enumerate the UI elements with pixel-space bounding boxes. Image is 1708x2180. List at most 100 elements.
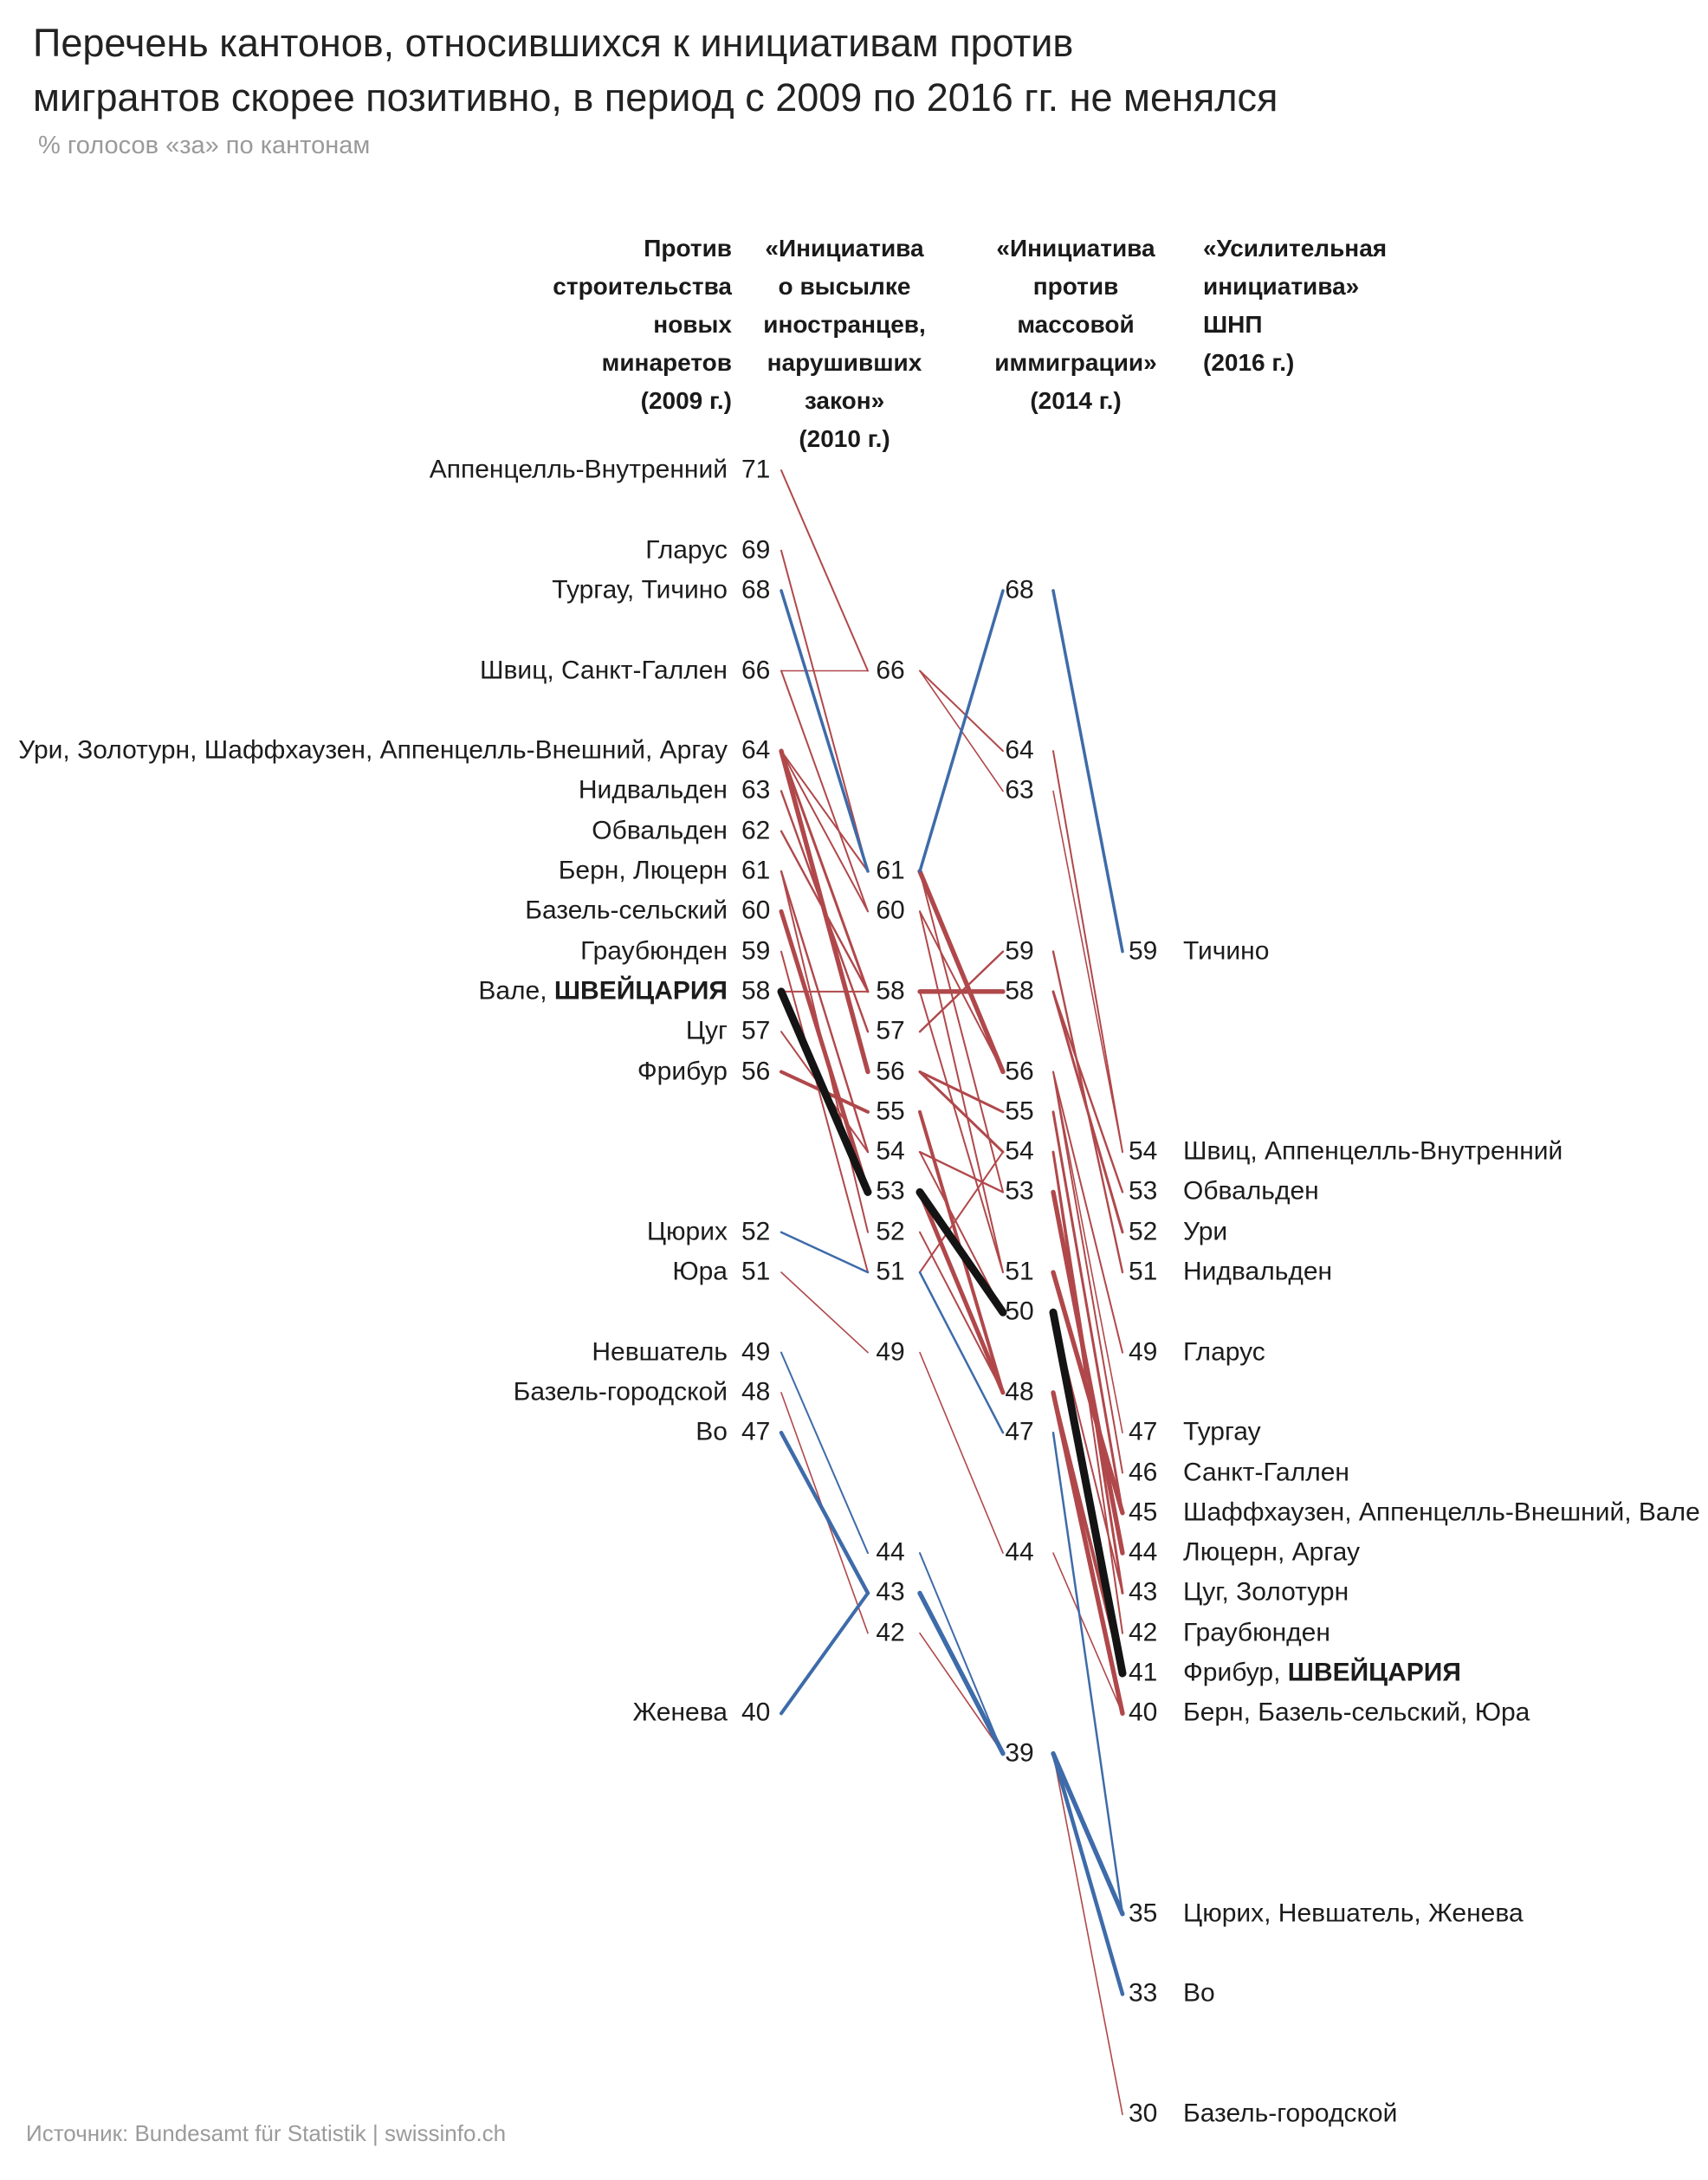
- slope-line-Берн-seg2: [919, 1231, 1004, 1394]
- slope-line-Ури-seg1: [780, 749, 870, 993]
- slope-line-Гларус-seg3: [1052, 1071, 1123, 1354]
- left-row-value-60: 60: [741, 896, 771, 925]
- chart-title-line2: мигрантов скорее позитивно, в период с 2…: [33, 75, 1278, 120]
- left-row-value-71: 71: [741, 455, 771, 484]
- slope-line-Аппенцелль-Внешний-seg1: [779, 748, 870, 1075]
- column-header-line: (2016 г.): [1203, 349, 1295, 376]
- slope-line-Невшатель-seg2: [919, 1552, 1004, 1755]
- left-row-value-64: 64: [741, 735, 771, 765]
- slope-line-Нидвальден-seg2: [918, 950, 1005, 1033]
- slope-line-Цуг-seg1: [780, 1031, 869, 1154]
- mid-value-2010-49: 49: [876, 1336, 905, 1366]
- column-header-c2009: Против строительства новых минаретов (2009 г…: [553, 230, 732, 420]
- slope-line-Нидвальден-seg3: [1051, 950, 1124, 1274]
- mid-value-2014-51: 51: [1005, 1257, 1034, 1286]
- slope-line-Тургау-seg2: [917, 869, 1006, 1075]
- left-row-label-66: Швиц, Санкт-Галлен: [480, 655, 728, 684]
- slope-line-Берн-seg3: [1051, 1390, 1125, 1716]
- mid-value-2010-60: 60: [876, 896, 905, 925]
- slope-line-Аппенцелль-Внутренний-seg3: [1052, 750, 1123, 1154]
- slope-line-Ури-seg3: [1051, 990, 1124, 1234]
- left-row-value-59: 59: [741, 935, 771, 965]
- slope-line-Обвальден-seg3: [1051, 990, 1124, 1194]
- slope-line-ШВЕЙЦАРИЯ-seg3: [1049, 1308, 1127, 1678]
- slope-line-Шаффхаузен-seg2: [919, 910, 1004, 1273]
- right-row-value-47: 47: [1129, 1417, 1158, 1446]
- right-row-label-46: Санкт-Галлен: [1183, 1457, 1349, 1486]
- column-header-line: нарушивших: [767, 349, 922, 376]
- slope-line-Женева-seg2: [917, 1590, 1006, 1756]
- mid-value-2014-58: 58: [1005, 976, 1034, 1006]
- left-row-label-68: Тургау, Тичино: [552, 575, 728, 605]
- slope-line-Люцерн-seg2: [918, 1150, 1005, 1194]
- right-row-label-44: Люцерн, Аргау: [1183, 1537, 1360, 1567]
- left-row-value-48: 48: [741, 1377, 771, 1407]
- right-row-label-53: Обвальден: [1183, 1176, 1319, 1206]
- left-row-label-60: Базель-сельский: [525, 896, 728, 925]
- column-header-line: «Инициатива: [765, 235, 924, 262]
- left-row-label-48: Базель-городской: [513, 1377, 728, 1407]
- slope-line-Фрибур-seg1: [780, 1070, 870, 1114]
- column-header-line: «Усилительная: [1203, 235, 1388, 262]
- slope-line-Граубюнден-seg2: [919, 1151, 1004, 1273]
- column-header-line: о высылке: [778, 273, 911, 300]
- slope-line-ШВЕЙЦАРИЯ-seg2: [915, 1187, 1007, 1316]
- mid-value-2010-56: 56: [876, 1056, 905, 1085]
- left-row-label-57: Цуг: [685, 1016, 728, 1045]
- mid-value-2010-44: 44: [876, 1537, 905, 1567]
- column-header-line: иностранцев,: [763, 311, 926, 338]
- right-row-value-40: 40: [1129, 1698, 1158, 1727]
- slope-line-Во-seg2: [917, 1590, 1006, 1756]
- slope-line-Золотурн-seg1: [779, 748, 870, 1075]
- right-row-label-51: Нидвальден: [1183, 1257, 1333, 1286]
- column-header-line: иммиграции»: [994, 349, 1157, 376]
- left-row-label-58: Вале, ШВЕЙЦАРИЯ: [478, 976, 728, 1006]
- slope-line-Цюрих-seg1: [780, 1231, 870, 1274]
- slope-line-Санкт-Галлен-seg2: [919, 910, 1004, 1073]
- slope-line-Во-seg3: [1051, 1751, 1125, 1996]
- slope-line-Граубюнден-seg3: [1052, 1151, 1123, 1634]
- slope-line-Цюрих-seg3: [1051, 1431, 1124, 1916]
- column-header-line: (2010 г.): [799, 425, 890, 452]
- column-header-line: строительства: [553, 273, 732, 300]
- mid-value-2010-58: 58: [876, 976, 905, 1006]
- column-header-line: (2009 г.): [640, 387, 732, 414]
- mid-value-2010-61: 61: [876, 856, 905, 885]
- right-row-value-51: 51: [1129, 1257, 1158, 1286]
- right-row-value-45: 45: [1129, 1498, 1158, 1527]
- mid-value-2014-59: 59: [1005, 935, 1034, 965]
- right-row-value-54: 54: [1129, 1136, 1158, 1166]
- slope-line-Женева-seg1: [780, 1591, 870, 1716]
- slope-line-Базель-сельский-seg3: [1051, 1390, 1125, 1716]
- slope-line-Тургау-seg1: [780, 590, 869, 872]
- mid-value-2014-39: 39: [1005, 1737, 1034, 1767]
- column-header-line: новых: [653, 311, 732, 338]
- slope-line-Граубюнден-seg1: [780, 950, 869, 1273]
- left-row-label-64: Ури, Золотурн, Шаффхаузен, Аппенцелль-Вн…: [18, 735, 728, 765]
- right-row-value-53: 53: [1129, 1176, 1158, 1206]
- slope-line-Тичино-seg1: [780, 589, 870, 873]
- source-note: Источник: Bundesamt für Statistik | swis…: [26, 2120, 507, 2146]
- left-row-value-49: 49: [741, 1336, 771, 1366]
- left-row-label-59: Граубюнден: [580, 935, 728, 965]
- right-row-value-46: 46: [1129, 1457, 1158, 1486]
- mid-value-2010-52: 52: [876, 1217, 905, 1246]
- right-row-label-43: Цуг, Золотурн: [1183, 1577, 1349, 1607]
- slope-line-Базель-городской-seg1: [780, 1392, 869, 1634]
- right-row-value-35: 35: [1129, 1899, 1158, 1928]
- mid-value-2014-56: 56: [1005, 1056, 1034, 1085]
- right-row-label-54: Швиц, Аппенцелль-Внутренний: [1183, 1136, 1563, 1166]
- slope-line-Гларус-seg2: [917, 869, 1006, 1075]
- left-row-label-69: Гларус: [645, 534, 728, 564]
- slope-line-Фрибур-seg2: [918, 1109, 1005, 1394]
- mid-value-2010-53: 53: [876, 1176, 905, 1206]
- slope-line-Базель-городской-seg3: [1052, 1752, 1123, 2116]
- slope-line-Женева-seg3: [1051, 1750, 1125, 1917]
- right-row-value-41: 41: [1129, 1658, 1158, 1687]
- slope-line-Золотурн-seg3: [1051, 1150, 1124, 1595]
- mid-value-2014-55: 55: [1005, 1096, 1034, 1126]
- slope-line-Базель-сельский-seg2: [917, 1189, 1006, 1395]
- left-row-label-49: Невшатель: [592, 1336, 728, 1366]
- left-row-label-40: Женева: [632, 1698, 728, 1727]
